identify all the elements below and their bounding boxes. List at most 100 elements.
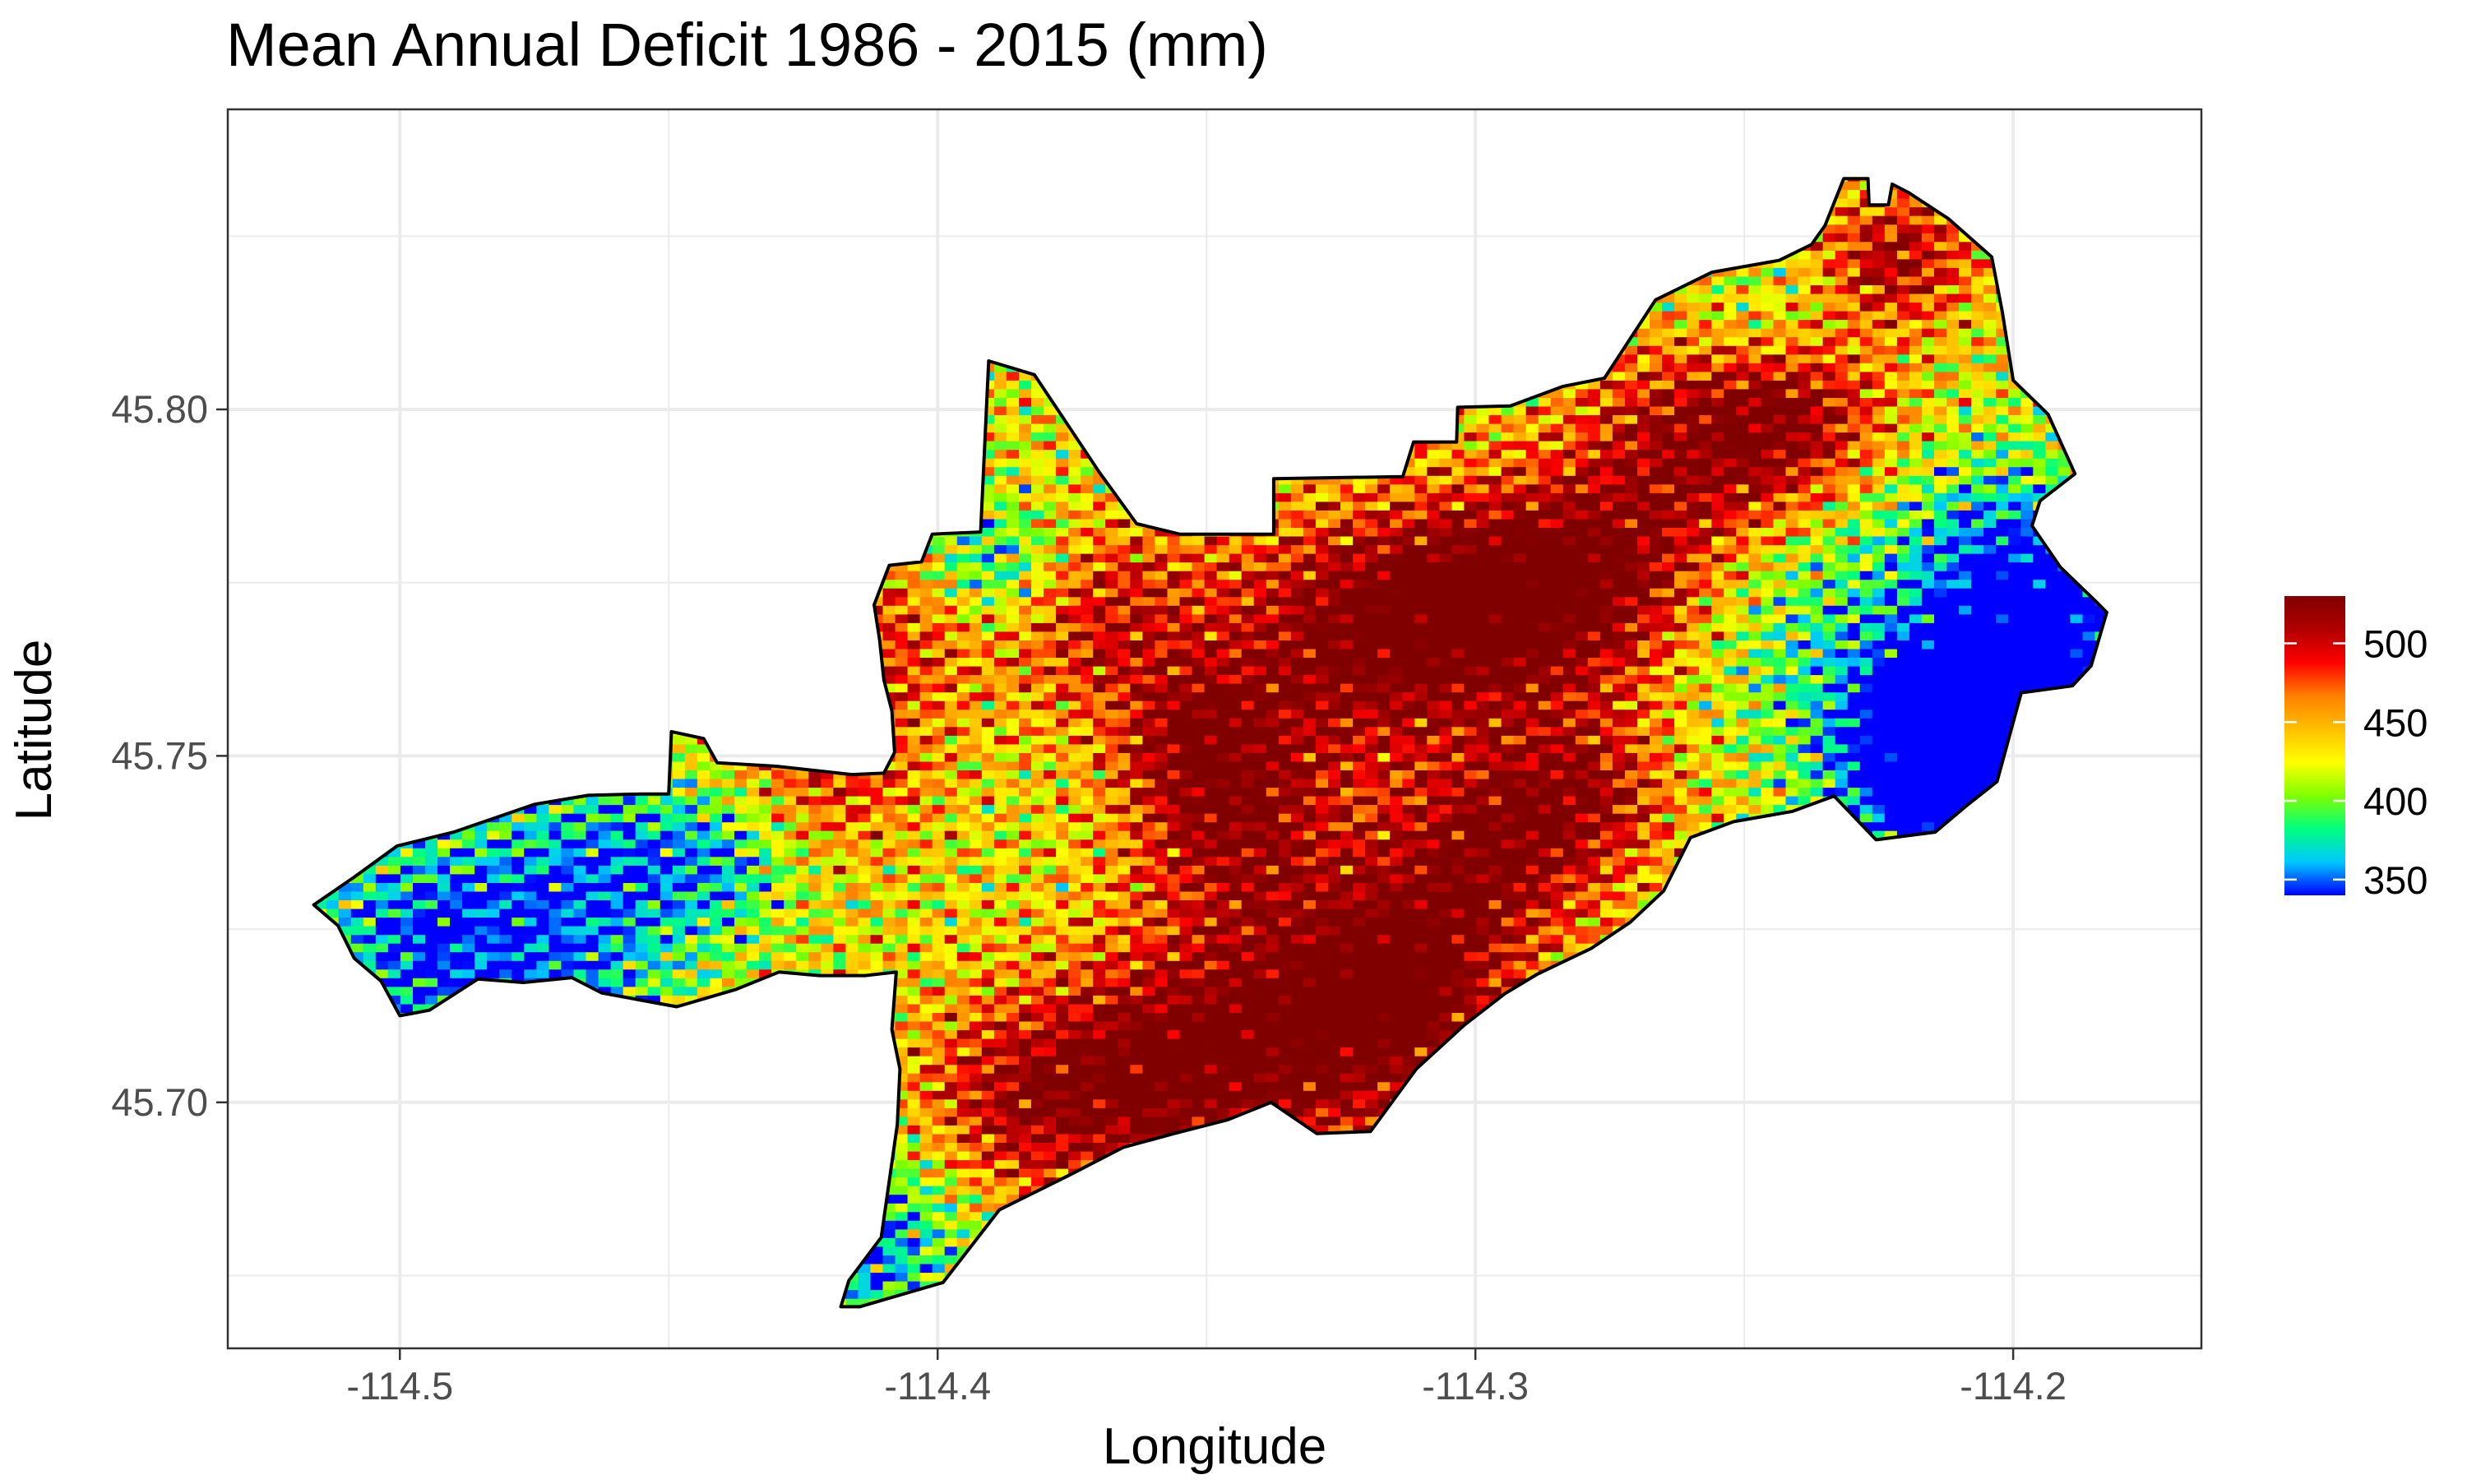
raster-cell — [673, 848, 686, 857]
raster-cell — [636, 865, 649, 874]
raster-cell — [685, 899, 698, 908]
raster-cell — [697, 848, 710, 857]
raster-cell — [425, 865, 438, 874]
raster-cell — [511, 848, 525, 857]
raster-cell — [636, 857, 649, 866]
raster-cell — [685, 770, 698, 779]
raster-cell — [734, 848, 748, 857]
raster-cell — [376, 899, 389, 908]
raster-cell — [474, 848, 488, 857]
raster-cell — [710, 917, 723, 926]
raster-cell — [759, 891, 772, 900]
raster-cell — [536, 908, 549, 918]
raster-cell — [499, 891, 512, 900]
raster-cell — [574, 830, 587, 839]
raster-cell — [599, 839, 612, 848]
raster-cell — [747, 857, 760, 866]
raster-cell — [413, 960, 426, 969]
raster-cell — [574, 839, 587, 848]
raster-cell — [673, 779, 686, 788]
raster-cell — [636, 848, 649, 857]
raster-cell — [437, 926, 451, 935]
raster-cell — [697, 857, 710, 866]
raster-cell — [685, 787, 698, 796]
raster-cell — [413, 848, 426, 857]
raster-cell — [759, 899, 772, 908]
raster-cell — [747, 848, 760, 857]
raster-cell — [734, 821, 748, 830]
raster-cell — [574, 926, 587, 935]
raster-cell — [400, 952, 414, 961]
raster-cell — [697, 874, 710, 883]
raster-cell — [400, 891, 414, 900]
raster-cell — [648, 891, 661, 900]
raster-cell — [697, 796, 710, 805]
raster-cell — [759, 848, 772, 857]
raster-cell — [722, 804, 735, 813]
raster-cell — [561, 917, 574, 926]
raster-cell — [548, 952, 562, 961]
raster-cell — [722, 796, 735, 805]
raster-cell — [722, 952, 735, 961]
raster-cell — [710, 908, 723, 918]
raster-cell — [710, 787, 723, 796]
raster-cell — [561, 804, 574, 813]
raster-cell — [536, 857, 549, 866]
raster-cell — [413, 934, 426, 943]
raster-cell — [450, 926, 463, 935]
raster-cell — [437, 978, 451, 987]
raster-cell — [499, 830, 512, 839]
raster-cell — [437, 952, 451, 961]
raster-cell — [648, 978, 661, 987]
raster-cell — [586, 848, 599, 857]
raster-cell — [474, 960, 488, 969]
raster-cell — [636, 882, 649, 891]
raster-cell — [623, 839, 636, 848]
raster-cell — [499, 960, 512, 969]
raster-cell — [548, 899, 562, 908]
raster-cell — [660, 899, 673, 908]
raster-cell — [363, 891, 377, 900]
raster-cell — [487, 952, 500, 961]
raster-cell — [425, 857, 438, 866]
raster-cell — [511, 952, 525, 961]
raster-cell — [685, 874, 698, 883]
raster-cell — [599, 813, 612, 822]
raster-cell — [400, 978, 414, 987]
raster-cell — [437, 960, 451, 969]
raster-cell — [734, 796, 748, 805]
raster-cell — [599, 848, 612, 857]
raster-cell — [586, 857, 599, 866]
raster-cell — [673, 891, 686, 900]
raster-cell — [425, 926, 438, 935]
raster-cell — [586, 865, 599, 874]
raster-cell — [710, 779, 723, 788]
raster-cell — [400, 917, 414, 926]
raster-cell — [734, 969, 748, 978]
raster-cell — [462, 848, 475, 857]
raster-cell — [388, 899, 401, 908]
raster-cell — [450, 882, 463, 891]
raster-cell — [574, 804, 587, 813]
raster-cell — [536, 891, 549, 900]
raster-cell — [425, 839, 438, 848]
raster-cell — [685, 943, 698, 952]
raster-cell — [660, 804, 673, 813]
raster-cell — [636, 839, 649, 848]
raster-cell — [474, 943, 488, 952]
raster-cell — [499, 952, 512, 961]
raster-cell — [673, 770, 686, 779]
raster-cell — [388, 917, 401, 926]
raster-cell — [511, 926, 525, 935]
raster-cell — [673, 960, 686, 969]
raster-cell — [747, 917, 760, 926]
raster-cell — [636, 891, 649, 900]
raster-cell — [586, 917, 599, 926]
raster-cell — [511, 839, 525, 848]
raster-cell — [747, 882, 760, 891]
raster-cell — [487, 934, 500, 943]
raster-cell — [660, 934, 673, 943]
raster-cell — [623, 891, 636, 900]
raster-cell — [413, 874, 426, 883]
raster-cell — [376, 908, 389, 918]
